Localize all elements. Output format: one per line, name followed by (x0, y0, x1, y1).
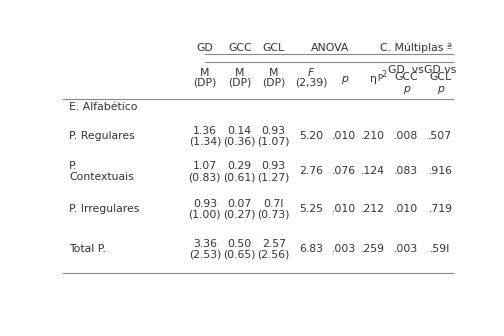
Text: 0.93: 0.93 (193, 199, 217, 209)
Text: M: M (235, 69, 244, 78)
Text: Contextuais: Contextuais (69, 172, 134, 182)
Text: 2.76: 2.76 (299, 166, 323, 176)
Text: .010: .010 (332, 204, 356, 214)
Text: F: F (308, 69, 314, 78)
Text: M: M (269, 69, 279, 78)
Text: (DP): (DP) (193, 78, 217, 88)
Text: 0.29: 0.29 (228, 161, 252, 171)
Text: 0.7I: 0.7I (264, 199, 284, 209)
Text: .010: .010 (332, 131, 356, 141)
Text: .083: .083 (394, 166, 418, 176)
Text: .008: .008 (394, 131, 418, 141)
Text: ANOVA: ANOVA (311, 43, 349, 53)
Text: P. Regulares: P. Regulares (69, 131, 135, 141)
Text: 1.36: 1.36 (193, 126, 217, 136)
Text: GD  vs: GD vs (389, 65, 424, 75)
Text: P.: P. (69, 161, 78, 171)
Text: 0.14: 0.14 (228, 126, 252, 136)
Text: (1.27): (1.27) (258, 172, 290, 182)
Text: M: M (200, 69, 210, 78)
Text: (0.36): (0.36) (223, 136, 256, 146)
Text: (DP): (DP) (262, 78, 285, 88)
Text: GD vs: GD vs (424, 65, 457, 75)
Text: 2: 2 (382, 70, 387, 79)
Text: p: p (377, 72, 382, 81)
Text: 5.20: 5.20 (299, 131, 323, 141)
Text: Total P.: Total P. (69, 244, 106, 254)
Text: (2.56): (2.56) (258, 249, 290, 259)
Text: 0.93: 0.93 (262, 126, 286, 136)
Text: .003: .003 (332, 244, 356, 254)
Text: .003: .003 (394, 244, 418, 254)
Text: .124: .124 (361, 166, 385, 176)
Text: η: η (369, 74, 376, 84)
Text: (1.34): (1.34) (188, 136, 221, 146)
Text: GD: GD (197, 43, 213, 53)
Text: p: p (437, 84, 444, 94)
Text: P. Irregulares: P. Irregulares (69, 204, 140, 214)
Text: (1.00): (1.00) (188, 209, 221, 219)
Text: 3.36: 3.36 (193, 239, 217, 249)
Text: GCC: GCC (228, 43, 251, 53)
Text: p: p (403, 84, 410, 94)
Text: GCC: GCC (395, 72, 418, 82)
Text: .076: .076 (332, 166, 356, 176)
Text: 2.57: 2.57 (262, 239, 286, 249)
Text: C. Múltiplas ª: C. Múltiplas ª (381, 43, 453, 53)
Text: 0.93: 0.93 (262, 161, 286, 171)
Text: .010: .010 (394, 204, 418, 214)
Text: 1.07: 1.07 (193, 161, 217, 171)
Text: .59I: .59I (430, 244, 451, 254)
Text: .212: .212 (361, 204, 385, 214)
Text: (0.61): (0.61) (223, 172, 256, 182)
Text: 5.25: 5.25 (299, 204, 323, 214)
Text: 0.07: 0.07 (228, 199, 252, 209)
Text: 0.50: 0.50 (228, 239, 252, 249)
Text: (DP): (DP) (228, 78, 251, 88)
Text: (0.65): (0.65) (223, 249, 256, 259)
Text: p: p (341, 74, 348, 84)
Text: E. Alfabético: E. Alfabético (69, 102, 138, 112)
Text: .719: .719 (428, 204, 453, 214)
Text: (1.07): (1.07) (258, 136, 290, 146)
Text: .916: .916 (428, 166, 453, 176)
Text: (2,39): (2,39) (295, 78, 327, 88)
Text: .210: .210 (361, 131, 385, 141)
Text: (0.73): (0.73) (258, 209, 290, 219)
Text: GCL: GCL (263, 43, 285, 53)
Text: .507: .507 (428, 131, 453, 141)
Text: .259: .259 (361, 244, 385, 254)
Text: 6.83: 6.83 (299, 244, 323, 254)
Text: GCL: GCL (429, 72, 452, 82)
Text: (0.83): (0.83) (188, 172, 221, 182)
Text: (2.53): (2.53) (188, 249, 221, 259)
Text: (0.27): (0.27) (223, 209, 256, 219)
